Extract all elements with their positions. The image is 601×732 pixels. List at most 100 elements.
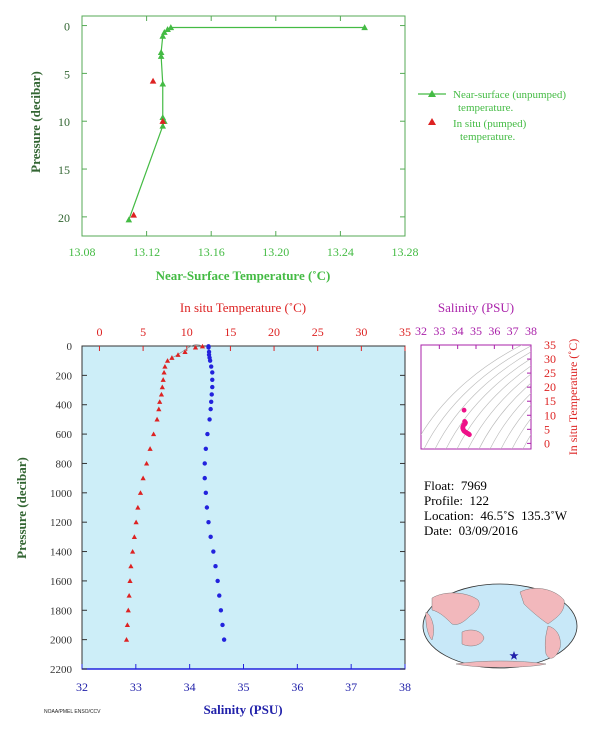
density-contours — [421, 345, 531, 449]
near-surface-temperature-panel: 13.08 13.12 13.16 13.20 13.24 13.28 0 5 10 15 20 N… — [28, 15, 566, 283]
profile-y-tick-label: 200 — [56, 370, 73, 382]
temperature-point — [156, 406, 162, 412]
temperature-point — [144, 460, 150, 466]
temperature-tick-label: 10 — [181, 325, 193, 339]
ts-point — [467, 432, 472, 438]
temperature-point — [137, 490, 144, 495]
temperature-point — [157, 399, 163, 404]
ts-temperature-tick-label: 10 — [544, 408, 556, 422]
world-map — [422, 583, 578, 669]
profile-y-tick-label: 2000 — [50, 635, 73, 647]
salinity-point — [210, 377, 215, 382]
salinity-point — [202, 475, 207, 481]
temperature-tick-label: 20 — [268, 325, 280, 339]
temperature-point — [126, 592, 132, 598]
temperature-point — [154, 416, 160, 422]
temperature-point — [158, 391, 165, 397]
profile-y-tick-label: 400 — [56, 400, 73, 412]
salinity-tick-label: 38 — [399, 680, 411, 694]
temperature-point — [124, 622, 130, 628]
profile-y-tick-label: 1000 — [50, 488, 73, 500]
ts-salinity-tick-label: 34 — [452, 324, 464, 338]
ts-salinity-tick-label: 33 — [433, 324, 445, 338]
ts-temperature-tick-label: 30 — [544, 352, 556, 366]
temperature-point — [199, 343, 206, 349]
temperature-point — [125, 607, 131, 613]
ts-temperature-tick-label: 0 — [544, 436, 550, 450]
near-surface-x-axis-label: Near-Surface Temperature (˚C) — [156, 268, 331, 283]
salinity-point — [209, 399, 214, 404]
profile-date: Date: 03/09/2016 — [424, 523, 518, 538]
density-contour-line — [522, 434, 531, 449]
profile-ticks: 0 5 10 15 20 25 30 35 32 33 34 35 36 37 38 0 200 400 600 80… — [50, 325, 411, 694]
temperature-tick-label: 5 — [140, 325, 146, 339]
unpumped-temperature-point — [125, 216, 133, 223]
salinity-point — [203, 490, 209, 496]
profile-y-axis-label: Pressure (decibar) — [14, 457, 29, 559]
salinity-point — [211, 549, 216, 554]
salinity-point — [215, 578, 220, 584]
ts-temperature-tick-label: 25 — [544, 366, 556, 380]
temperature-point — [175, 352, 181, 357]
density-contour-line — [421, 345, 523, 436]
near-surface-ticks: 13.08 13.12 13.16 13.20 13.24 13.28 0 5 10 15 20 — [58, 16, 419, 259]
salinity-tick-label: 34 — [184, 680, 196, 694]
near-surface-plot-frame — [81, 15, 406, 237]
salinity-tick-label: 32 — [76, 680, 88, 694]
land-south-america — [544, 625, 561, 659]
unpumped-temperature-point — [361, 24, 368, 31]
ts-salinity-tick-label: 35 — [470, 324, 482, 338]
profile-marks — [123, 343, 227, 642]
profile-y-tick-label: 600 — [56, 429, 73, 441]
profile-number: Profile: 122 — [424, 493, 489, 508]
near-surface-legend: Near-surface (unpumped) temperature. In s… — [418, 89, 566, 143]
land-asia — [431, 592, 480, 625]
unpumped-temperature-point — [157, 49, 165, 55]
salinity-point — [206, 345, 211, 350]
salinity-axis-label: Salinity (PSU) — [203, 702, 282, 717]
land-australia — [461, 629, 485, 647]
profile-y-tick-label: 1800 — [50, 605, 73, 617]
salinity-point — [209, 364, 214, 369]
ts-marks — [460, 407, 472, 438]
density-contour-line — [500, 404, 531, 449]
near-surface-x-tick-label: 13.20 — [262, 245, 289, 259]
temperature-point — [131, 534, 137, 539]
pumped-temperature-point — [149, 77, 157, 84]
density-contour-line — [489, 392, 531, 449]
temperature-point — [130, 548, 136, 554]
legend-marker-unpumped — [428, 90, 436, 97]
unpumped-temperature-point — [159, 80, 167, 87]
salinity-point — [217, 593, 222, 598]
ts-temperature-tick-label: 35 — [544, 338, 556, 352]
salinity-tick-label: 36 — [291, 680, 303, 694]
near-surface-x-tick-label: 13.28 — [392, 245, 419, 259]
salinity-point — [205, 431, 210, 437]
unpumped-temperature-point — [159, 32, 167, 39]
salinity-point — [210, 370, 215, 375]
float-number: Float: 7969 — [424, 478, 487, 493]
unpumped-temperature-point — [157, 52, 165, 59]
temperature-point — [164, 358, 171, 363]
ts-y-axis-label: In situ Temperature (˚C) — [566, 339, 580, 456]
salinity-point — [208, 406, 213, 412]
temperature-point — [162, 363, 168, 369]
near-surface-y-axis-label: Pressure (decibar) — [28, 71, 43, 173]
salinity-point — [220, 622, 225, 628]
profile-y-tick-label: 0 — [67, 341, 73, 353]
density-contour-line — [478, 382, 531, 449]
ts-salinity-tick-label: 37 — [507, 324, 519, 338]
temperature-tick-label: 25 — [312, 325, 324, 339]
ts-salinity-tick-label: 38 — [525, 324, 537, 338]
near-surface-marks — [125, 24, 368, 223]
profile-y-tick-label: 800 — [56, 458, 73, 470]
temperature-point — [192, 344, 199, 350]
salinity-point — [221, 637, 227, 642]
profile-panel: 0 5 10 15 20 25 30 35 32 33 34 35 36 37 38 0 200 400 600 80… — [14, 300, 411, 717]
temperature-tick-label: 0 — [96, 325, 102, 339]
salinity-point — [206, 519, 211, 525]
pumped-temperature-point — [159, 117, 167, 124]
density-contour-line — [467, 373, 531, 449]
